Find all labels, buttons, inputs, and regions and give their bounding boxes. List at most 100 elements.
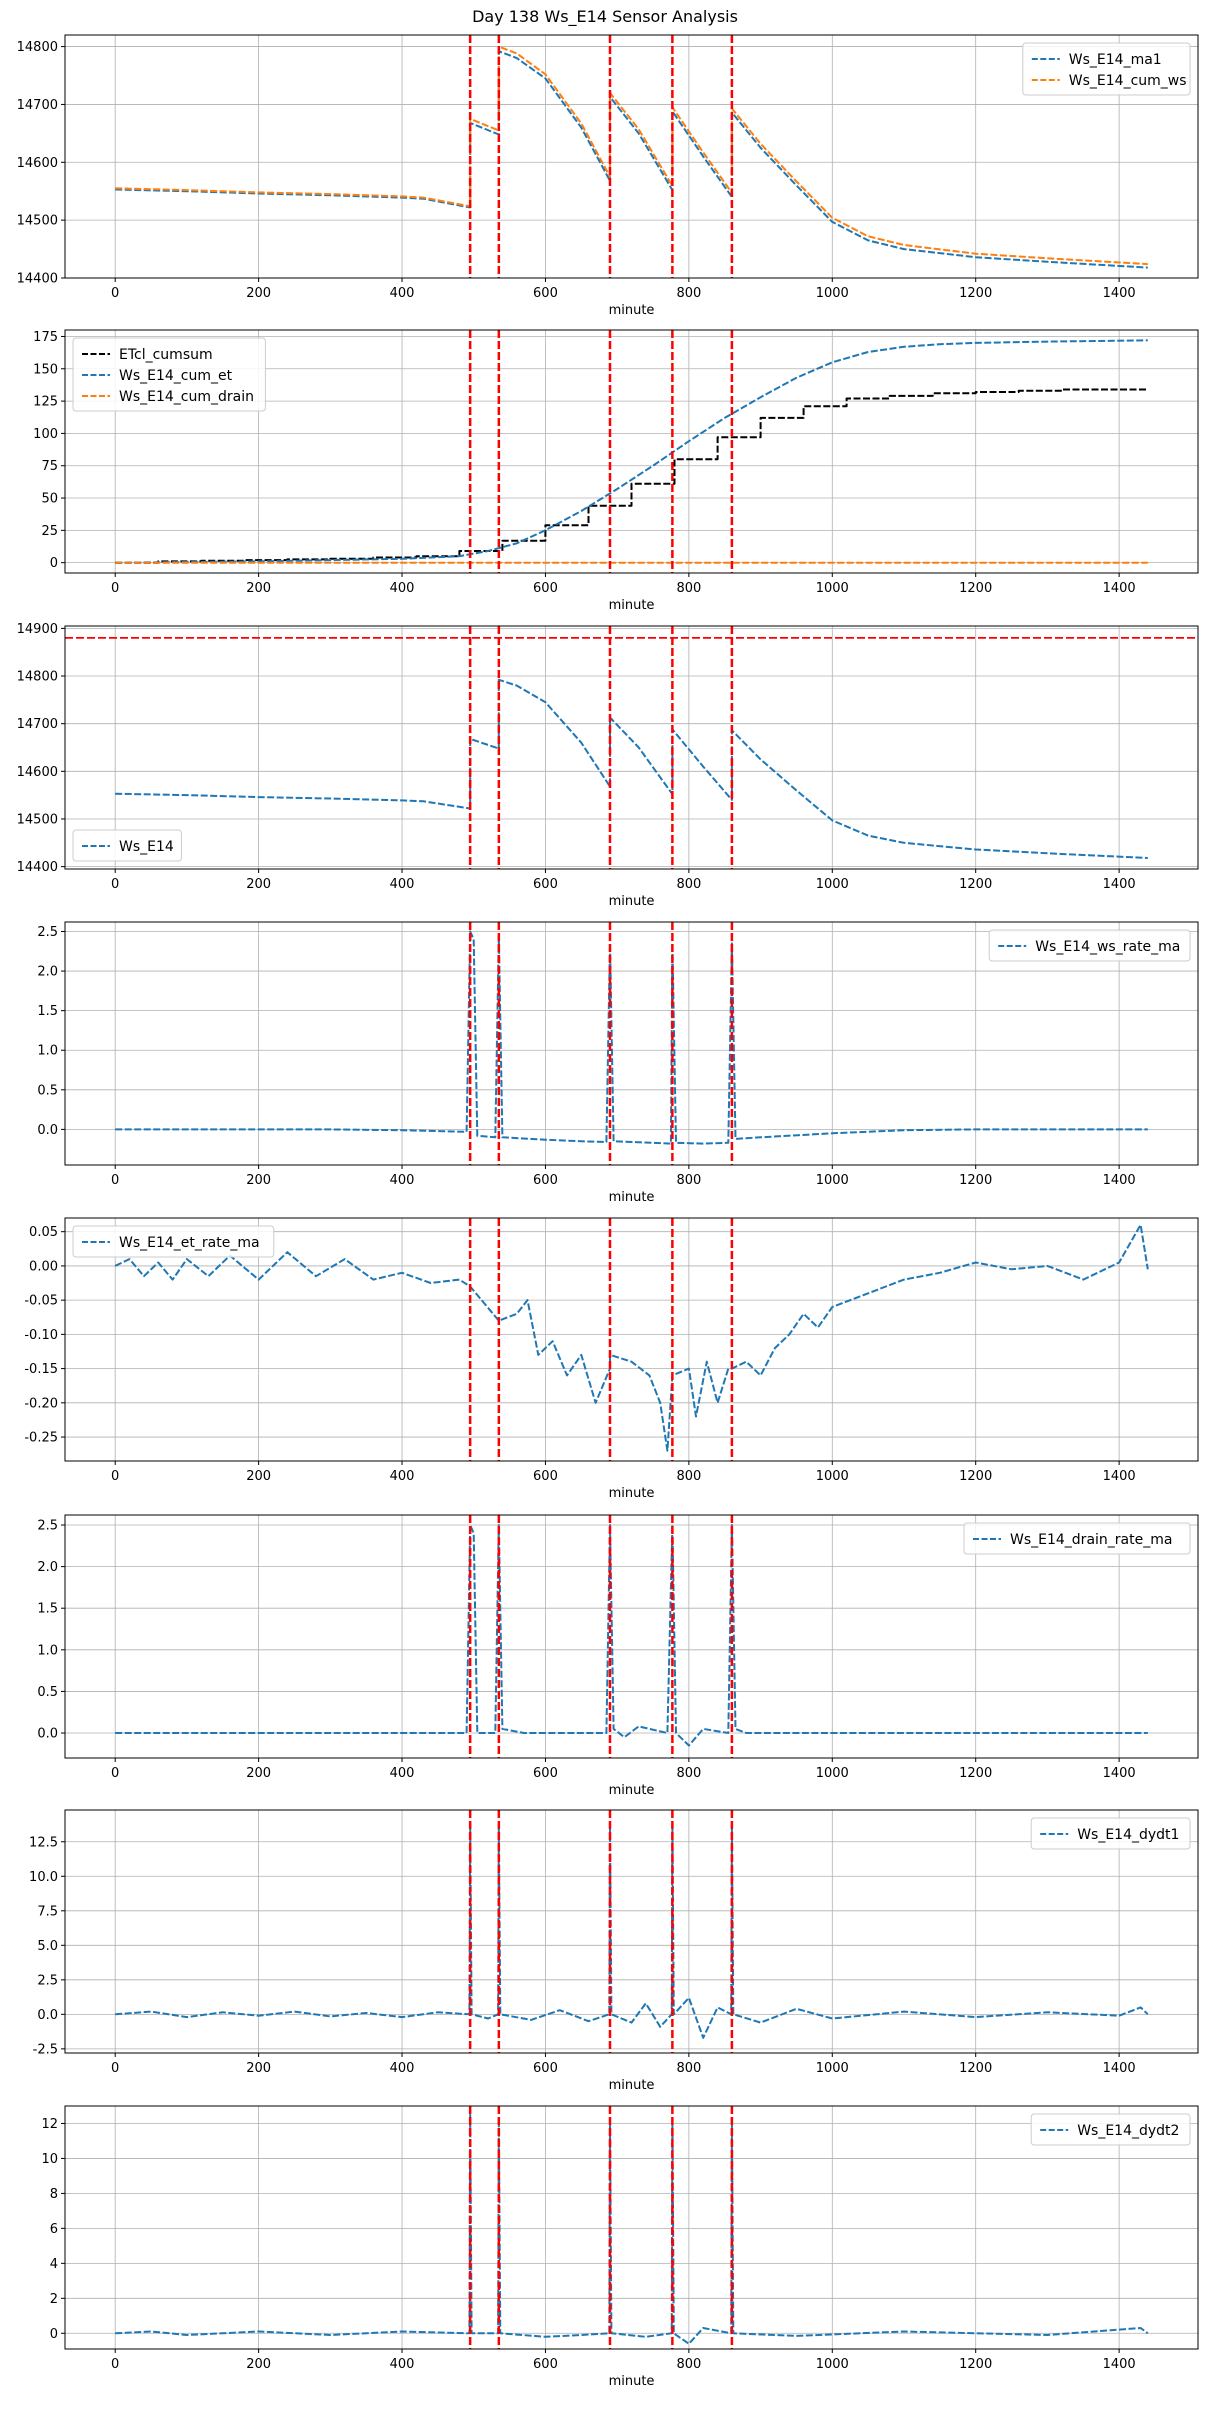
legend: ETcl_cumsum Ws_E14_cum_et Ws_E14_cum_drain (72, 337, 266, 412)
x-tick-label: 200 (246, 581, 271, 596)
y-tick-label: 75 (41, 459, 58, 474)
legend-label: Ws_E14_ws_rate_ma (1035, 939, 1180, 955)
y-tick-label: 6 (50, 2222, 58, 2237)
y-tick-label: 175 (33, 330, 58, 345)
x-tick-label: 1200 (959, 1766, 992, 1781)
y-tick-label: 125 (33, 395, 58, 410)
y-tick-label: 14600 (17, 156, 58, 171)
y-tick-label: 14800 (17, 670, 58, 685)
x-tick-label: 200 (246, 1766, 271, 1781)
y-tick-label: 2.5 (37, 1518, 58, 1533)
subplot-2: 0 200 400 600 800 1000 1200 1400 0 25 50 75 100 125 15… (33, 329, 1199, 613)
y-tick-label: -2.5 (33, 2042, 58, 2057)
y-tick-label: 0.5 (37, 1083, 58, 1098)
x-tick-label: 1200 (959, 1469, 992, 1484)
legend-box (72, 1225, 275, 1258)
y-tick-label: 14400 (17, 860, 58, 875)
x-tick-label: 400 (390, 1173, 415, 1188)
x-tick-label: 400 (390, 1766, 415, 1781)
x-tick-label: 1000 (816, 286, 849, 301)
legend-box (1030, 2113, 1191, 2146)
x-tick-label: 600 (533, 1766, 558, 1781)
x-tick-label: 0 (111, 2061, 119, 2076)
x-axis-label: minute (609, 1190, 655, 1205)
y-tick-label: 25 (41, 524, 58, 539)
x-tick-label: 600 (533, 1173, 558, 1188)
series-line-Ws_E14_cum_ws (115, 45, 1148, 266)
legend-box (963, 1522, 1191, 1555)
x-tick-label: 200 (246, 2061, 271, 2076)
x-tick-label: 800 (676, 2061, 701, 2076)
subplot-4: 0 200 400 600 800 1000 1200 1400 0.0 0.5 1.0 1.5 2.0… (37, 921, 1199, 1205)
axes-frame (64, 1514, 1199, 1759)
x-tick-label: 800 (676, 581, 701, 596)
y-tick-label: 150 (33, 362, 58, 377)
y-tick-label: 8 (50, 2187, 58, 2202)
plot-area (65, 626, 1198, 869)
x-tick-label: 1200 (959, 1173, 992, 1188)
y-tick-label: -0.15 (24, 1362, 58, 1377)
plot-area (115, 330, 1148, 573)
y-tick-label: 14900 (17, 622, 58, 637)
x-tick-label: 800 (676, 2357, 701, 2372)
y-tick-label: -0.20 (24, 1396, 58, 1411)
x-tick-label: 1200 (959, 286, 992, 301)
subplot-8: 0 200 400 600 800 1000 1200 1400 0 2 4 6 8 10 12 minute… (41, 2105, 1199, 2389)
x-axis-label: minute (609, 598, 655, 613)
x-tick-label: 1200 (959, 877, 992, 892)
axes-frame (64, 625, 1199, 870)
x-tick-label: 0 (111, 286, 119, 301)
y-tick-label: 4 (50, 2257, 58, 2272)
y-tick-label: 14700 (17, 98, 58, 113)
y-tick-label: -0.10 (24, 1328, 58, 1343)
subplot-3: 0 200 400 600 800 1000 1200 1400 14400 14500 14600… (17, 622, 1199, 909)
y-tick-label: 2 (50, 2292, 58, 2307)
legend-box (988, 929, 1191, 962)
x-tick-label: 1000 (816, 2357, 849, 2372)
legend: Ws_E14 (72, 829, 182, 862)
x-tick-label: 200 (246, 877, 271, 892)
axes-frame (64, 1217, 1199, 1462)
x-tick-label: 1200 (959, 2061, 992, 2076)
x-tick-label: 0 (111, 1469, 119, 1484)
legend-box (1030, 1817, 1191, 1850)
legend: Ws_E14_ma1 Ws_E14_cum_ws (1022, 42, 1191, 96)
y-tick-label: 2.0 (37, 1560, 58, 1575)
series-line-Ws_E14_cum_et (115, 339, 1148, 564)
y-tick-label: 1.0 (37, 1643, 58, 1658)
y-tick-label: 5.0 (37, 1939, 58, 1954)
x-tick-label: 600 (533, 286, 558, 301)
y-tick-label: -0.05 (24, 1294, 58, 1309)
x-tick-label: 400 (390, 877, 415, 892)
subplots-container: 0 200 400 600 800 1000 1200 1400144001450014600… (17, 34, 1199, 2389)
plot-area (115, 1810, 1149, 2053)
x-tick-label: 400 (390, 2061, 415, 2076)
series-line-Ws_E14 (115, 678, 1148, 859)
x-tick-label: 200 (246, 286, 271, 301)
y-tick-label: 14400 (17, 272, 58, 287)
y-tick-label: 0.05 (29, 1225, 58, 1240)
y-tick-label: 100 (33, 427, 58, 442)
legend-label: Ws_E14_cum_drain (119, 389, 254, 405)
y-tick-label: 12 (41, 2117, 58, 2132)
x-axis-label: minute (609, 894, 655, 909)
legend-box (72, 829, 182, 862)
y-tick-label: 0.0 (37, 2008, 58, 2023)
plot-area (114, 1218, 1149, 1461)
subplot-5: 0 200 400 600 800 1000 1200 1400 -0.25 -0.20 -0.15… (24, 1217, 1199, 1501)
subplot-6: 0 200 400 600 800 1000 1200 1400 0.0 0.5 1.0 1.5 2.0… (37, 1514, 1199, 1798)
legend: Ws_E14_dydt1 (1030, 1817, 1191, 1850)
y-tick-label: 7.5 (37, 1904, 58, 1919)
x-tick-label: 800 (676, 1766, 701, 1781)
y-tick-label: 1.5 (37, 1004, 58, 1019)
x-tick-label: 400 (390, 1469, 415, 1484)
x-tick-label: 600 (533, 581, 558, 596)
x-tick-label: 0 (111, 1173, 119, 1188)
series-line-Ws_E14_ws_rate_ma (115, 930, 1148, 1145)
y-tick-label: 0 (50, 2327, 58, 2342)
subplot-1: 0 200 400 600 800 1000 1200 1400 14400 14500 14600… (17, 34, 1199, 318)
x-tick-label: 800 (676, 1469, 701, 1484)
plot-area (115, 35, 1148, 278)
x-tick-label: 600 (533, 2061, 558, 2076)
x-tick-label: 1400 (1103, 1469, 1136, 1484)
